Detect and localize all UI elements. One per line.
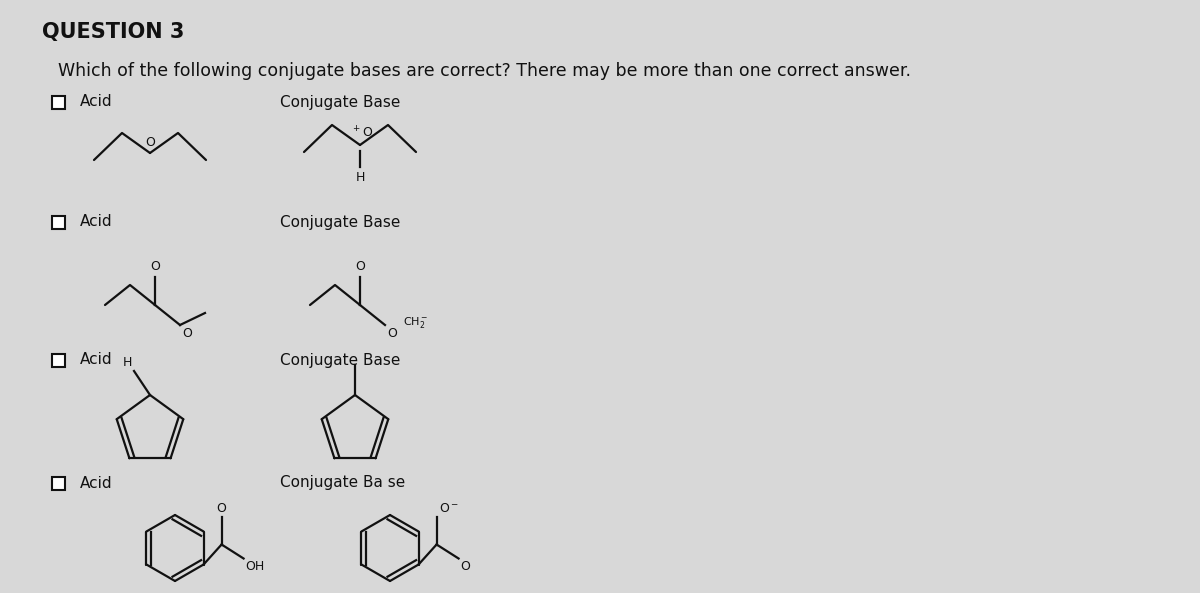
Text: Conjugate Base: Conjugate Base bbox=[280, 94, 401, 110]
Text: Acid: Acid bbox=[80, 352, 113, 368]
Text: Conjugate Base: Conjugate Base bbox=[280, 352, 401, 368]
Text: O: O bbox=[217, 502, 227, 515]
Text: O: O bbox=[145, 136, 155, 149]
Text: O: O bbox=[150, 260, 160, 273]
Bar bbox=[52, 477, 65, 489]
Text: H: H bbox=[122, 356, 132, 369]
Text: $^+$O: $^+$O bbox=[350, 126, 373, 141]
Text: Acid: Acid bbox=[80, 94, 113, 110]
Bar bbox=[52, 95, 65, 109]
Bar bbox=[52, 215, 65, 228]
Text: QUESTION 3: QUESTION 3 bbox=[42, 22, 185, 42]
Text: O: O bbox=[182, 327, 192, 340]
Text: O: O bbox=[355, 260, 365, 273]
Text: Acid: Acid bbox=[80, 476, 113, 490]
Text: O: O bbox=[461, 560, 470, 573]
Text: Conjugate Base: Conjugate Base bbox=[280, 215, 401, 229]
Text: H: H bbox=[355, 171, 365, 184]
Text: Acid: Acid bbox=[80, 215, 113, 229]
Text: CH$_2^-$: CH$_2^-$ bbox=[403, 315, 428, 330]
Text: O$^-$: O$^-$ bbox=[438, 502, 458, 515]
Bar bbox=[52, 353, 65, 366]
Text: O: O bbox=[386, 327, 397, 340]
Text: Which of the following conjugate bases are correct? There may be more than one c: Which of the following conjugate bases a… bbox=[58, 62, 911, 80]
Text: OH: OH bbox=[246, 560, 265, 573]
Text: Conjugate Ba se: Conjugate Ba se bbox=[280, 476, 406, 490]
